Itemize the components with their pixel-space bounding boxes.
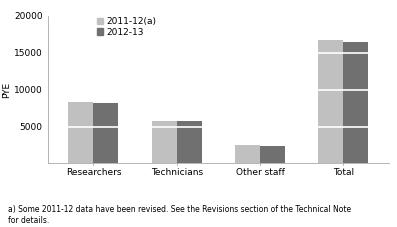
Bar xyxy=(343,90,368,126)
Bar xyxy=(343,126,368,163)
Legend: 2011-12(a), 2012-13: 2011-12(a), 2012-13 xyxy=(96,17,156,37)
Bar xyxy=(93,103,118,126)
Text: a) Some 2011-12 data have been revised. See the Revisions section of the Technic: a) Some 2011-12 data have been revised. … xyxy=(8,205,351,225)
Bar xyxy=(68,102,93,126)
Bar xyxy=(343,42,368,53)
Y-axis label: PYE: PYE xyxy=(2,81,11,98)
Bar xyxy=(343,53,368,90)
Bar xyxy=(260,146,285,163)
Bar xyxy=(177,121,202,126)
Bar xyxy=(318,90,343,126)
Bar xyxy=(152,121,177,126)
Bar xyxy=(235,145,260,163)
Bar xyxy=(152,126,177,163)
Bar xyxy=(318,126,343,163)
Bar xyxy=(318,53,343,90)
Bar xyxy=(318,40,343,53)
Bar xyxy=(93,126,118,163)
Bar xyxy=(68,126,93,163)
Bar xyxy=(177,126,202,163)
